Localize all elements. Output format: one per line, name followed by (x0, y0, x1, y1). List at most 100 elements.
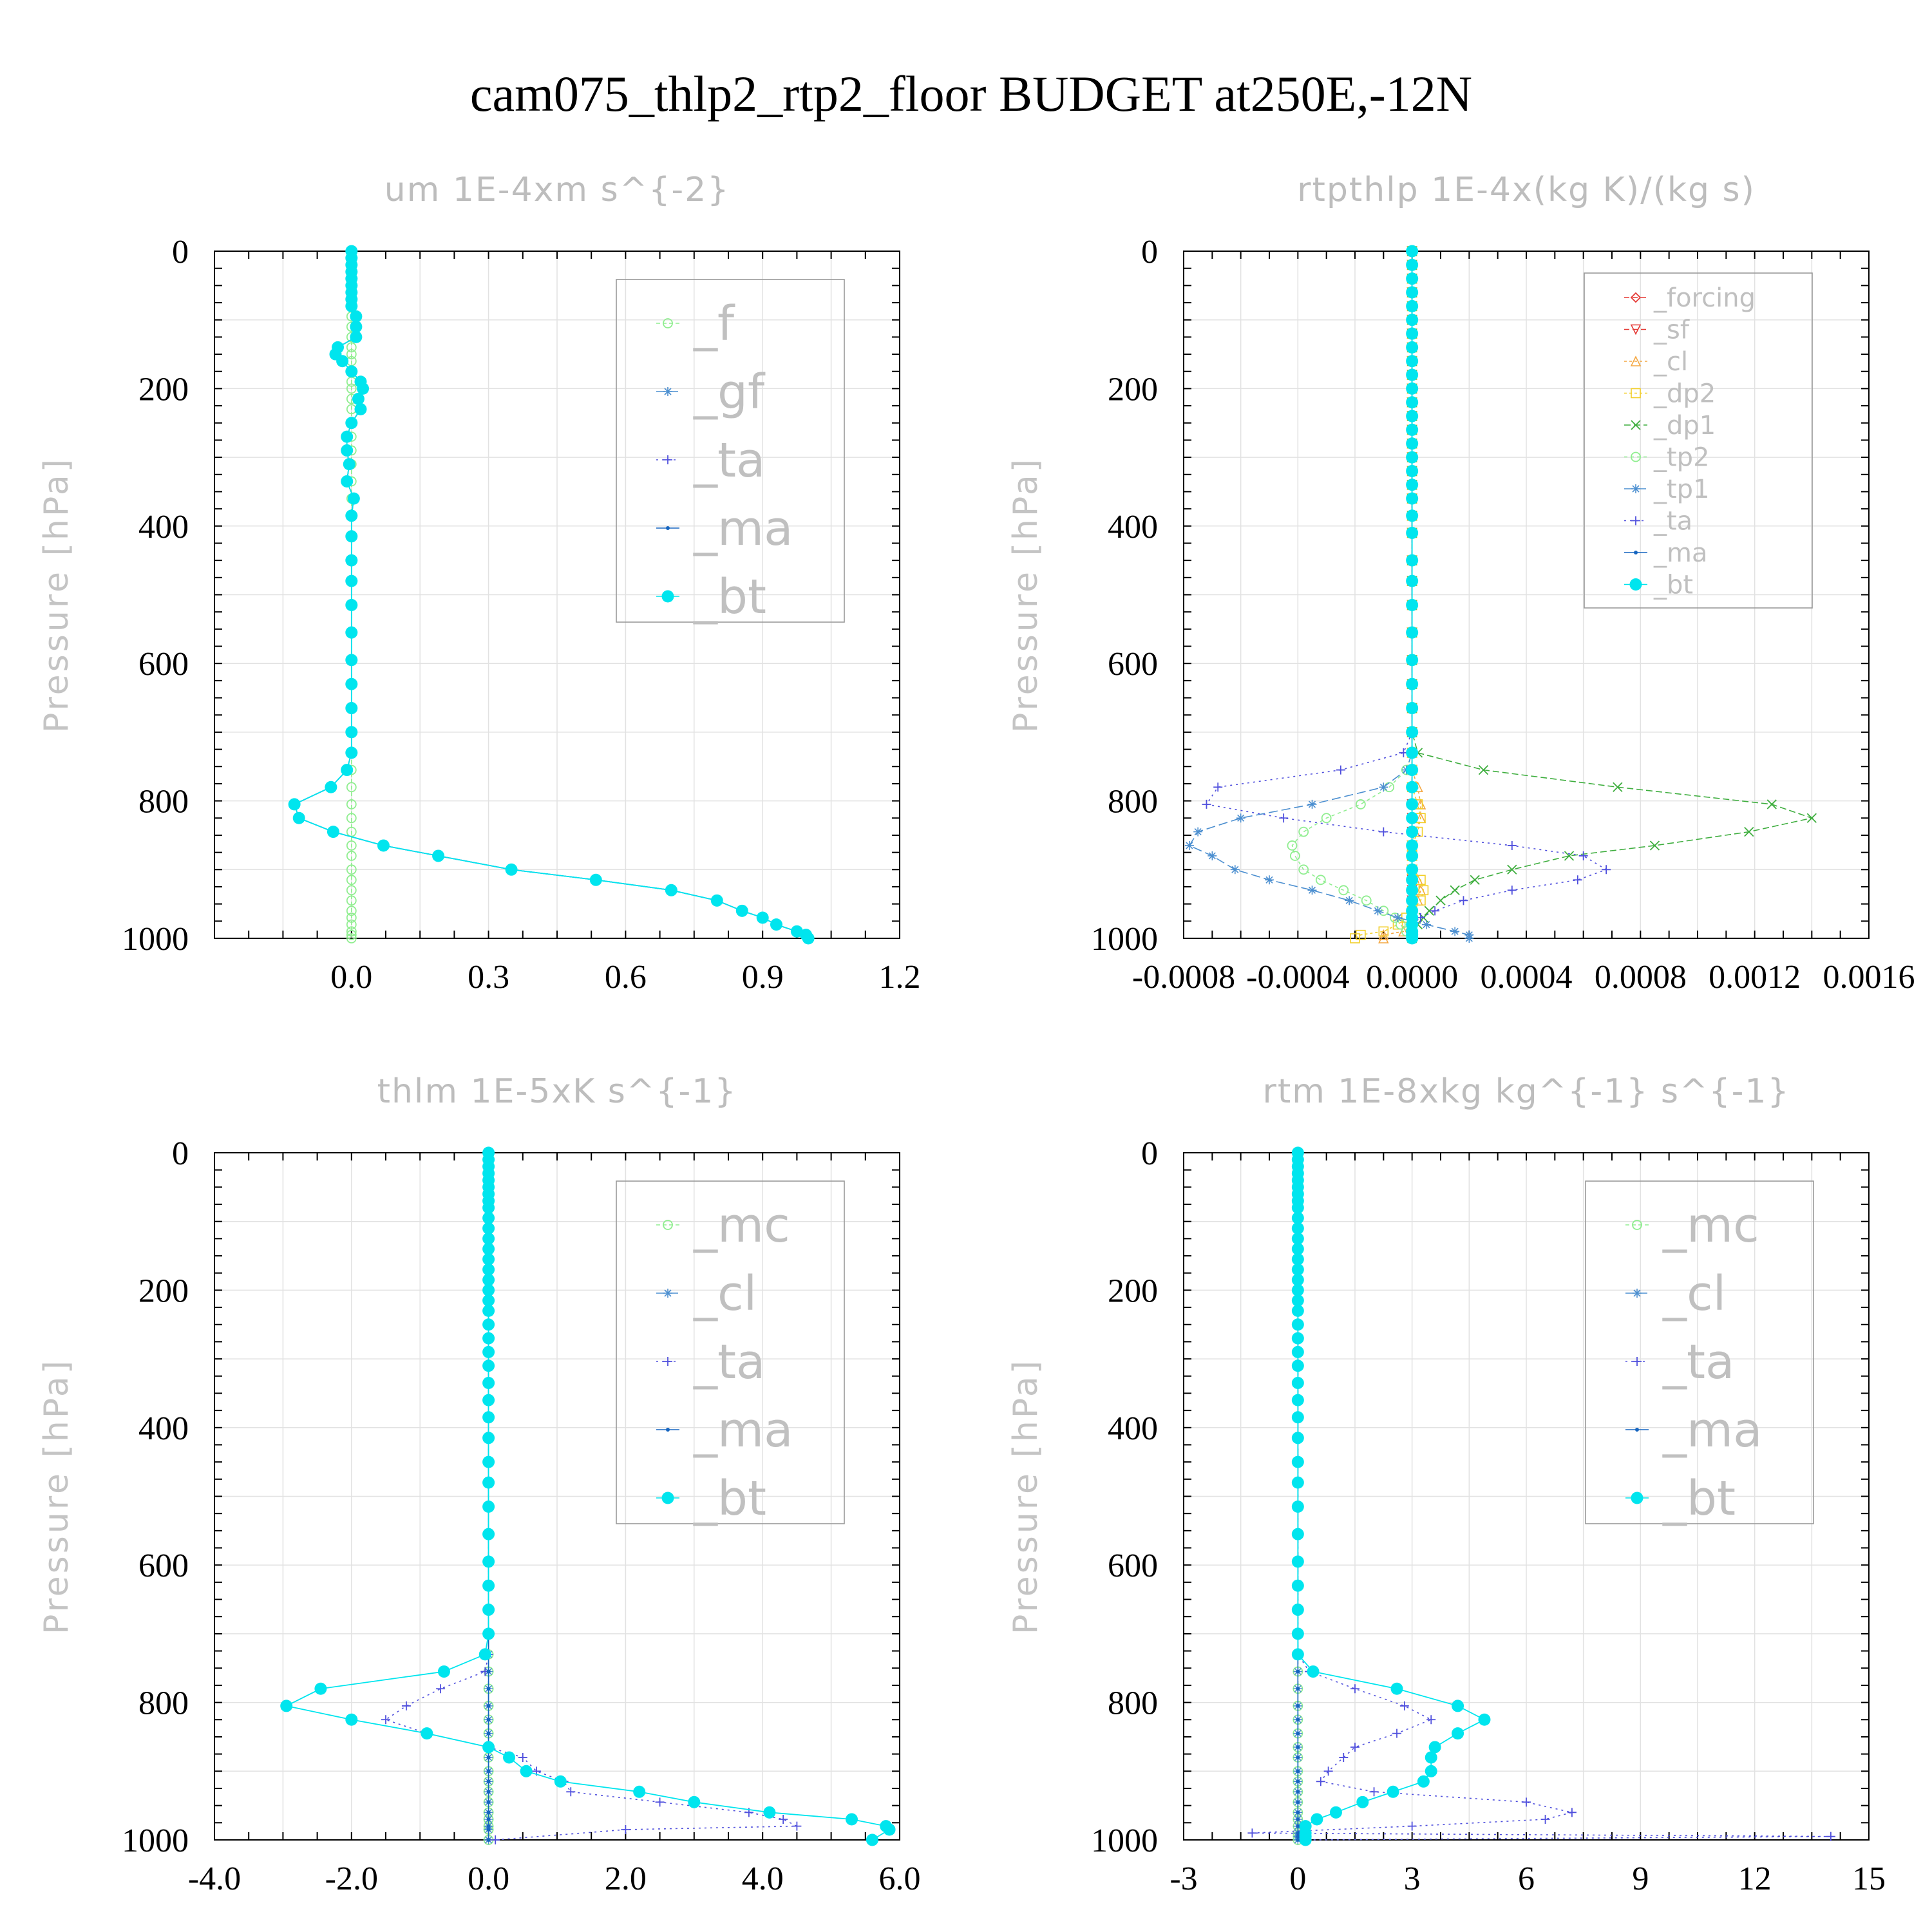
data-point_bt (1452, 1700, 1464, 1712)
data-point_bt (1307, 1665, 1320, 1678)
legend-label: _forcing (1653, 283, 1756, 313)
data-point_f (346, 782, 357, 793)
data-point_dp2 (1418, 885, 1429, 896)
y-tick-label: 200 (138, 1273, 189, 1309)
y-tick-label: 800 (138, 784, 189, 820)
data-point_bt (1291, 1242, 1304, 1255)
data-point_bt (1406, 873, 1419, 886)
data-point_bt (1291, 1232, 1304, 1245)
data-point_bt (482, 1604, 495, 1616)
data-point_bt (1406, 654, 1419, 667)
data-point_bt (1291, 1476, 1304, 1489)
data-point_bt (1406, 492, 1419, 505)
data-point_tp1 (1230, 865, 1240, 875)
y-tick-label: 1000 (122, 921, 189, 958)
legend-box (616, 1180, 845, 1524)
data-point_bt (1291, 1528, 1304, 1540)
data-point_tp1 (1450, 927, 1460, 936)
data-point_bt (341, 444, 354, 457)
legend-label: _f (693, 296, 735, 352)
data-point_ta (1316, 1777, 1325, 1786)
data-point_f (346, 905, 357, 916)
data-point_bt (1406, 478, 1419, 491)
data-point_tp2 (1321, 813, 1332, 824)
legend-marker (1635, 1428, 1639, 1432)
legend-label: _ta (693, 433, 765, 488)
data-point_tp1 (1345, 896, 1354, 905)
x-tick-label: 0.0 (330, 959, 372, 996)
legend-marker (1631, 451, 1641, 462)
y-tick-label: 200 (1108, 1273, 1158, 1309)
data-point_bt (1452, 1727, 1464, 1740)
data-point_bt (482, 1555, 495, 1568)
data-point_ta (1350, 1684, 1359, 1694)
data-point_ta (1540, 1814, 1550, 1824)
data-point_bt (1291, 1376, 1304, 1389)
data-point_dp1 (1766, 799, 1777, 810)
data-point_ta (381, 1715, 390, 1725)
data-point_ma (1296, 1669, 1300, 1674)
data-point_ma (1296, 1838, 1300, 1842)
legend-marker (1630, 292, 1642, 303)
data-point_dp2 (1356, 929, 1366, 940)
data-point_ta (779, 1814, 788, 1824)
data-point_bt (1406, 396, 1419, 409)
data-point_bt (482, 1376, 495, 1389)
data-point_ta (1407, 1821, 1417, 1831)
data-point_bt (1387, 1785, 1399, 1798)
data-point_ta (1336, 765, 1345, 775)
legend-label: _ma (1662, 1403, 1762, 1458)
data-point_bt (1406, 341, 1419, 354)
data-point_bt (1291, 1411, 1304, 1424)
data-point_bt (482, 1411, 495, 1424)
legend-marker (661, 1492, 674, 1504)
data-point_bt (1291, 1604, 1304, 1616)
legend: _forcing _sf_cl_dp2_dp1 _tp2_tp1 _ta_ma _bt (1584, 272, 1813, 609)
data-point_bt (1406, 781, 1419, 793)
legend-label: _ta (1662, 1334, 1734, 1390)
data-point_tp1 (1379, 782, 1388, 792)
legend-marker (663, 1220, 673, 1230)
y-tick-label: 800 (138, 1685, 189, 1722)
data-point_bt (1406, 811, 1419, 824)
data-point_tp1 (1265, 875, 1274, 885)
legend-label: _bt (1662, 1471, 1736, 1526)
series-group (280, 1146, 896, 1846)
data-point_bt (345, 626, 358, 639)
data-point_bt (763, 1806, 776, 1819)
data-point_bt (1291, 1394, 1304, 1406)
data-point_bt (1291, 1359, 1304, 1372)
data-point_ma (486, 1731, 491, 1736)
data-point_tp1 (1464, 934, 1474, 943)
data-point_bt (341, 430, 354, 443)
data-point_dp1 (1649, 840, 1660, 851)
data-point_tp2 (1290, 851, 1300, 861)
data-point_ta (1602, 865, 1611, 875)
data-point_bt (1406, 863, 1419, 876)
data-point_bt (1291, 1579, 1304, 1592)
data-point_bt (345, 702, 358, 715)
legend-label: _bt (693, 1471, 766, 1526)
data-point_ta (1507, 886, 1517, 895)
y-tick-label: 1000 (1091, 921, 1158, 958)
data-point_bt (1406, 849, 1419, 862)
data-point_bt (482, 1222, 495, 1235)
data-point_bt (482, 1741, 495, 1754)
data-point_tp1 (1373, 906, 1383, 916)
data-point_dp2 (1350, 933, 1360, 943)
data-point_bt (478, 1648, 491, 1661)
data-point_bt (288, 798, 301, 811)
panel-title: um 1E-4xm s^{-2} (384, 171, 730, 209)
data-point_bt (1406, 932, 1419, 945)
legend-label: _ma (693, 501, 793, 556)
data-point_bt (345, 1713, 358, 1726)
data-point_bt (1356, 1795, 1369, 1808)
data-point_tp2 (1298, 826, 1309, 837)
data-point_ta (1379, 827, 1388, 837)
legend-marker (663, 1289, 672, 1298)
data-point_ma (486, 1800, 491, 1804)
legend-box (1585, 1180, 1814, 1524)
x-tick-label: 0.0 (468, 1861, 509, 1897)
data-point_bt (482, 1501, 495, 1513)
legend-marker (1631, 516, 1640, 526)
